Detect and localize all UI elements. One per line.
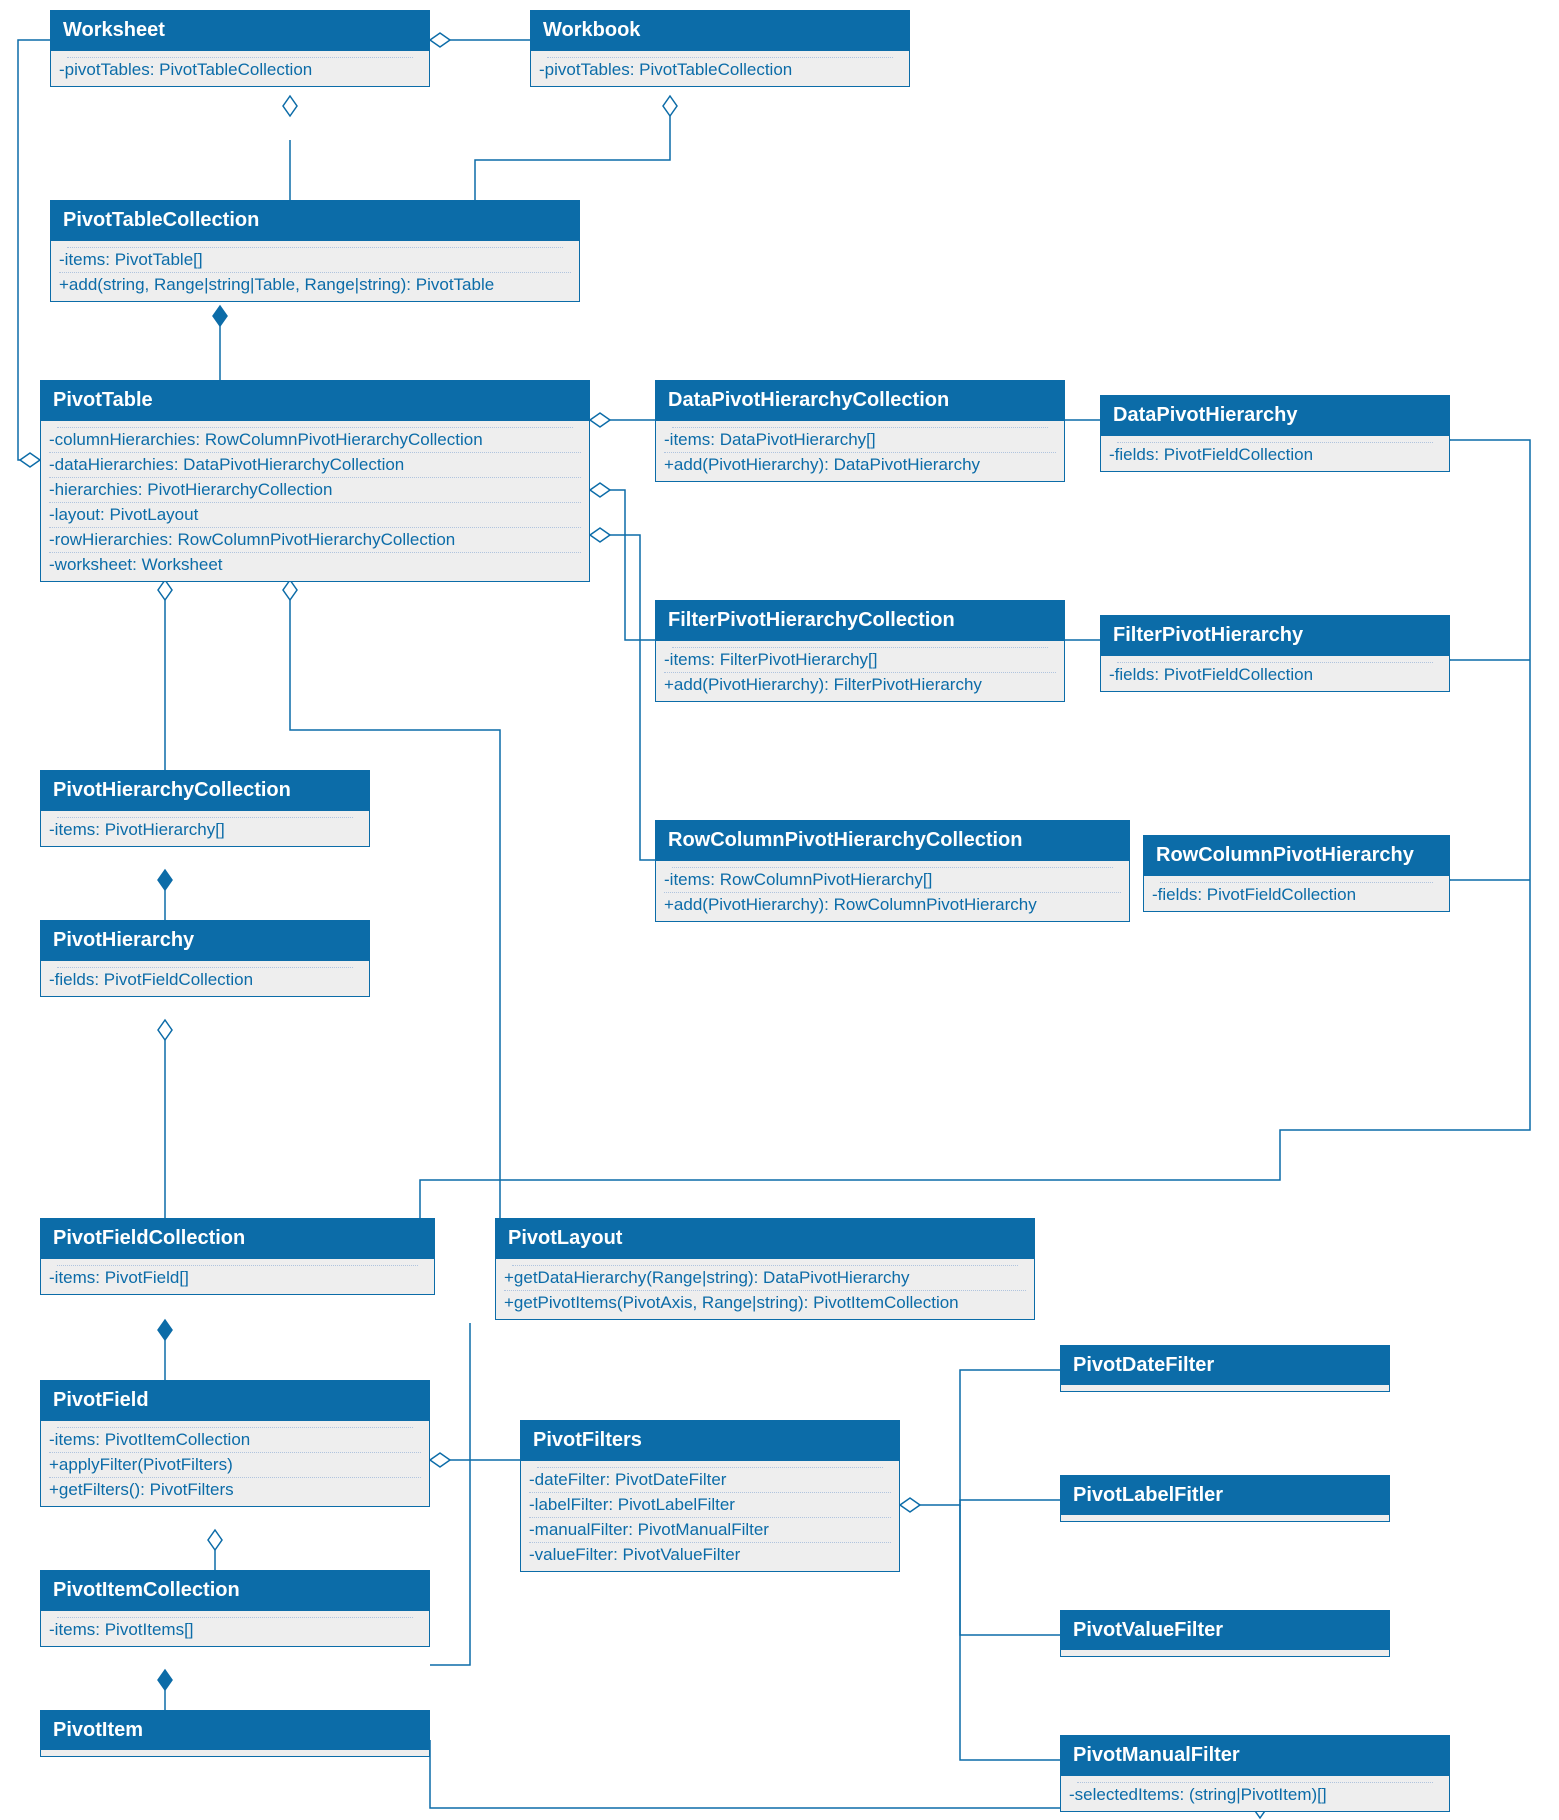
class-row: -pivotTables: PivotTableCollection	[539, 58, 901, 82]
class-row: +add(string, Range|string|Table, Range|s…	[59, 273, 571, 297]
class-pivothierarchycollection: PivotHierarchyCollection -items: PivotHi…	[40, 770, 370, 847]
class-pivotdatefilter: PivotDateFilter	[1060, 1345, 1390, 1392]
class-title: PivotValueFilter	[1061, 1611, 1389, 1656]
class-row: -valueFilter: PivotValueFilter	[529, 1543, 891, 1567]
class-pivotmanualfilter: PivotManualFilter -selectedItems: (strin…	[1060, 1735, 1450, 1812]
class-row: -hierarchies: PivotHierarchyCollection	[49, 478, 581, 503]
class-row: -items: PivotField[]	[49, 1266, 426, 1290]
class-pivotitemcollection: PivotItemCollection -items: PivotItems[]	[40, 1570, 430, 1647]
class-row: -items: FilterPivotHierarchy[]	[664, 648, 1056, 673]
class-row: -fields: PivotFieldCollection	[1152, 883, 1441, 907]
class-row: -items: PivotTable[]	[59, 248, 571, 273]
class-title: PivotItemCollection	[41, 1571, 429, 1610]
class-worksheet: Worksheet -pivotTables: PivotTableCollec…	[50, 10, 430, 87]
class-row: -fields: PivotFieldCollection	[49, 968, 361, 992]
class-pivotvaluefilter: PivotValueFilter	[1060, 1610, 1390, 1657]
class-title: DataPivotHierarchy	[1101, 396, 1449, 435]
class-row: -items: PivotItemCollection	[49, 1428, 421, 1453]
class-row: -fields: PivotFieldCollection	[1109, 443, 1441, 467]
class-title: PivotTableCollection	[51, 201, 579, 240]
class-row: +getFilters(): PivotFilters	[49, 1478, 421, 1502]
class-row: +add(PivotHierarchy): FilterPivotHierarc…	[664, 673, 1056, 697]
class-row: +add(PivotHierarchy): DataPivotHierarchy	[664, 453, 1056, 477]
class-title: PivotItem	[41, 1711, 429, 1756]
class-title: PivotTable	[41, 381, 589, 420]
class-row: -labelFilter: PivotLabelFilter	[529, 1493, 891, 1518]
class-pivotfieldcollection: PivotFieldCollection -items: PivotField[…	[40, 1218, 435, 1295]
class-row: -items: PivotHierarchy[]	[49, 818, 361, 842]
class-title: PivotDateFilter	[1061, 1346, 1389, 1391]
class-pivottable: PivotTable -columnHierarchies: RowColumn…	[40, 380, 590, 582]
class-row: -dataHierarchies: DataPivotHierarchyColl…	[49, 453, 581, 478]
class-title: FilterPivotHierarchyCollection	[656, 601, 1064, 640]
class-row: +getDataHierarchy(Range|string): DataPiv…	[504, 1266, 1026, 1291]
class-row: -manualFilter: PivotManualFilter	[529, 1518, 891, 1543]
class-filterpivothierarchycollection: FilterPivotHierarchyCollection -items: F…	[655, 600, 1065, 702]
class-row: +applyFilter(PivotFilters)	[49, 1453, 421, 1478]
class-row: -worksheet: Worksheet	[49, 553, 581, 577]
class-title: PivotHierarchy	[41, 921, 369, 960]
class-row: -items: PivotItems[]	[49, 1618, 421, 1642]
class-title: PivotManualFilter	[1061, 1736, 1449, 1775]
class-title: PivotField	[41, 1381, 429, 1420]
class-datapivothierarchycollection: DataPivotHierarchyCollection -items: Dat…	[655, 380, 1065, 482]
class-pivotlayout: PivotLayout +getDataHierarchy(Range|stri…	[495, 1218, 1035, 1320]
class-title: FilterPivotHierarchy	[1101, 616, 1449, 655]
class-row: -pivotTables: PivotTableCollection	[59, 58, 421, 82]
class-row: -layout: PivotLayout	[49, 503, 581, 528]
class-datapivothierarchy: DataPivotHierarchy -fields: PivotFieldCo…	[1100, 395, 1450, 472]
class-row: -items: DataPivotHierarchy[]	[664, 428, 1056, 453]
class-pivothierarchy: PivotHierarchy -fields: PivotFieldCollec…	[40, 920, 370, 997]
class-pivotfield: PivotField -items: PivotItemCollection +…	[40, 1380, 430, 1507]
class-pivotitem: PivotItem	[40, 1710, 430, 1757]
class-pivotlabelfilter: PivotLabelFitler	[1060, 1475, 1390, 1522]
class-rowcolumnpivothierarchy: RowColumnPivotHierarchy -fields: PivotFi…	[1143, 835, 1450, 912]
class-title: PivotHierarchyCollection	[41, 771, 369, 810]
class-title: PivotLabelFitler	[1061, 1476, 1389, 1521]
class-title: Workbook	[531, 11, 909, 50]
class-title: RowColumnPivotHierarchy	[1144, 836, 1449, 875]
class-row: -columnHierarchies: RowColumnPivotHierar…	[49, 428, 581, 453]
class-row: -rowHierarchies: RowColumnPivotHierarchy…	[49, 528, 581, 553]
class-row: -dateFilter: PivotDateFilter	[529, 1468, 891, 1493]
class-rowcolumnpivothierarchycollection: RowColumnPivotHierarchyCollection -items…	[655, 820, 1130, 922]
class-title: DataPivotHierarchyCollection	[656, 381, 1064, 420]
class-title: RowColumnPivotHierarchyCollection	[656, 821, 1129, 860]
class-title: PivotLayout	[496, 1219, 1034, 1258]
class-row: -fields: PivotFieldCollection	[1109, 663, 1441, 687]
class-filterpivothierarchy: FilterPivotHierarchy -fields: PivotField…	[1100, 615, 1450, 692]
class-row: +getPivotItems(PivotAxis, Range|string):…	[504, 1291, 1026, 1315]
class-row: +add(PivotHierarchy): RowColumnPivotHier…	[664, 893, 1121, 917]
class-row: -selectedItems: (string|PivotItem)[]	[1069, 1783, 1441, 1807]
class-workbook: Workbook -pivotTables: PivotTableCollect…	[530, 10, 910, 87]
class-row: -items: RowColumnPivotHierarchy[]	[664, 868, 1121, 893]
class-title: PivotFieldCollection	[41, 1219, 434, 1258]
class-title: PivotFilters	[521, 1421, 899, 1460]
class-pivottablecollection: PivotTableCollection -items: PivotTable[…	[50, 200, 580, 302]
class-title: Worksheet	[51, 11, 429, 50]
class-pivotfilters: PivotFilters -dateFilter: PivotDateFilte…	[520, 1420, 900, 1572]
